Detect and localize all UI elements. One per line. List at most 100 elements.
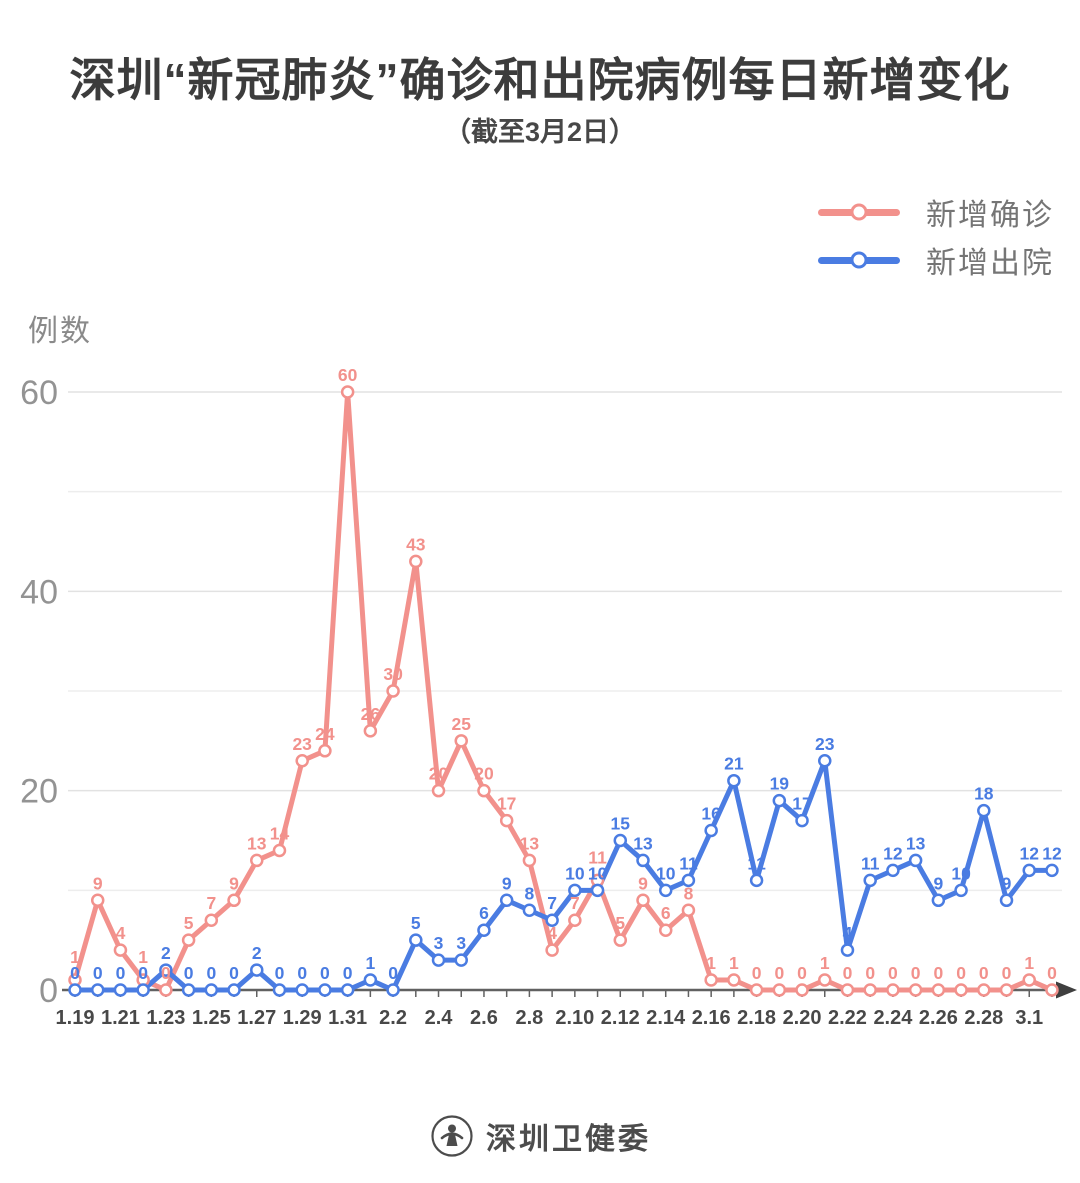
confirmed-value-label: 1: [1024, 953, 1034, 973]
confirmed-point: [386, 684, 400, 698]
discharged-point: [227, 983, 241, 997]
discharged-point: [704, 823, 718, 838]
legend-label-confirmed: 新增确诊: [926, 199, 1054, 232]
confirmed-point: [181, 933, 196, 947]
confirmed-point: [886, 983, 900, 997]
discharged-value-label: 13: [633, 833, 653, 853]
x-tick-label: 2.16: [692, 1007, 731, 1029]
discharged-value-label: 0: [206, 963, 216, 983]
x-tick-label: 2.10: [555, 1007, 594, 1029]
confirmed-value-label: 0: [888, 963, 898, 983]
confirmed-point: [1022, 973, 1036, 987]
discharged-point: [295, 983, 309, 997]
discharged-value-label: 6: [479, 903, 489, 923]
confirmed-point: [840, 983, 855, 997]
discharged-point: [477, 923, 491, 937]
legend: 新增确诊 新增出院: [818, 188, 1054, 284]
confirmed-value-label: 24: [315, 724, 335, 744]
legend-swatch-confirmed: [818, 203, 900, 221]
discharged-point: [999, 893, 1014, 908]
discharged-point: [636, 853, 650, 868]
legend-swatch-discharged: [818, 251, 900, 269]
confirmed-value-label: 0: [956, 963, 966, 983]
discharged-value-label: 0: [116, 963, 126, 983]
confirmed-value-label: 60: [338, 365, 358, 385]
confirmed-value-label: 0: [1047, 963, 1057, 983]
discharged-value-label: 0: [70, 963, 80, 983]
page-subtitle: （截至3月2日）: [443, 117, 637, 147]
x-tick-label: 2.28: [964, 1007, 1003, 1029]
confirmed-point: [295, 754, 309, 768]
confirmed-point: [749, 983, 764, 997]
confirmed-point: [658, 923, 673, 937]
discharged-value-label: 7: [547, 893, 557, 913]
confirmed-point: [454, 734, 468, 748]
confirmed-point: [522, 853, 537, 868]
confirmed-value-label: 6: [661, 903, 671, 923]
discharged-point: [1045, 863, 1059, 878]
discharged-value-label: 4: [843, 923, 853, 943]
x-tick-label: 1.19: [56, 1007, 95, 1029]
discharged-value-label: 12: [1020, 843, 1040, 863]
discharged-value-label: 3: [456, 933, 466, 953]
discharged-value-label: 0: [388, 963, 398, 983]
discharged-value-label: 11: [747, 853, 766, 873]
confirmed-point: [863, 983, 877, 997]
confirmed-value-label: 0: [979, 963, 989, 983]
discharged-value-label: 19: [770, 774, 790, 794]
discharged-value-label: 12: [1042, 843, 1062, 863]
x-tick-label: 2.12: [601, 1007, 640, 1029]
discharged-point: [908, 853, 923, 868]
confirmed-value-label: 7: [206, 893, 216, 913]
confirmed-point: [272, 843, 287, 858]
confirmed-value-label: 9: [229, 873, 239, 893]
confirmed-point: [681, 903, 696, 918]
discharged-point: [386, 983, 400, 997]
discharged-value-label: 0: [343, 963, 353, 983]
discharged-point: [818, 754, 832, 768]
discharged-point: [681, 873, 696, 888]
discharged-point: [727, 773, 741, 788]
discharged-point: [658, 883, 673, 898]
discharged-value-label: 15: [611, 814, 631, 834]
discharged-point: [613, 833, 628, 848]
x-tick-label: 2.20: [783, 1007, 822, 1029]
page-title: 深圳“新冠肺炎”确诊和出院病例每日新增变化: [69, 54, 1011, 106]
discharged-value-label: 0: [138, 963, 148, 983]
discharged-value-label: 23: [815, 734, 835, 754]
discharged-value-label: 5: [411, 913, 421, 933]
confirmed-point: [568, 913, 582, 927]
discharged-value-label: 2: [161, 943, 171, 963]
discharged-value-label: 16: [701, 804, 721, 824]
confirmed-point: [795, 983, 809, 997]
discharged-point: [977, 803, 991, 818]
confirmed-value-label: 1: [729, 953, 739, 973]
confirmed-point: [227, 893, 241, 908]
y-tick-label: 20: [20, 773, 58, 811]
confirmed-point: [250, 853, 264, 868]
discharged-point: [499, 893, 514, 908]
legend-label-discharged: 新增出院: [926, 247, 1054, 280]
confirmed-value-label: 0: [797, 963, 807, 983]
discharged-point: [545, 913, 559, 927]
discharged-point: [68, 983, 82, 997]
confirmed-value-label: 20: [474, 764, 494, 784]
confirmed-value-label: 0: [161, 963, 171, 983]
confirmed-value-label: 17: [497, 794, 516, 814]
discharged-value-label: 11: [679, 853, 698, 873]
confirmed-point: [704, 973, 718, 987]
confirmed-value-label: 0: [774, 963, 784, 983]
confirmed-point: [431, 783, 446, 798]
confirmed-value-label: 9: [638, 873, 648, 893]
confirmed-point: [727, 973, 741, 987]
confirmed-point: [636, 893, 650, 908]
confirmed-point: [818, 973, 832, 987]
confirmed-value-label: 1: [706, 953, 716, 973]
y-axis-title: 例数: [28, 315, 92, 348]
x-tick-label: 2.4: [425, 1007, 454, 1029]
confirmed-value-label: 7: [570, 893, 580, 913]
discharged-value-label: 0: [184, 963, 194, 983]
org-name: 深圳卫健委: [486, 1123, 651, 1156]
discharged-value-label: 2: [252, 943, 262, 963]
